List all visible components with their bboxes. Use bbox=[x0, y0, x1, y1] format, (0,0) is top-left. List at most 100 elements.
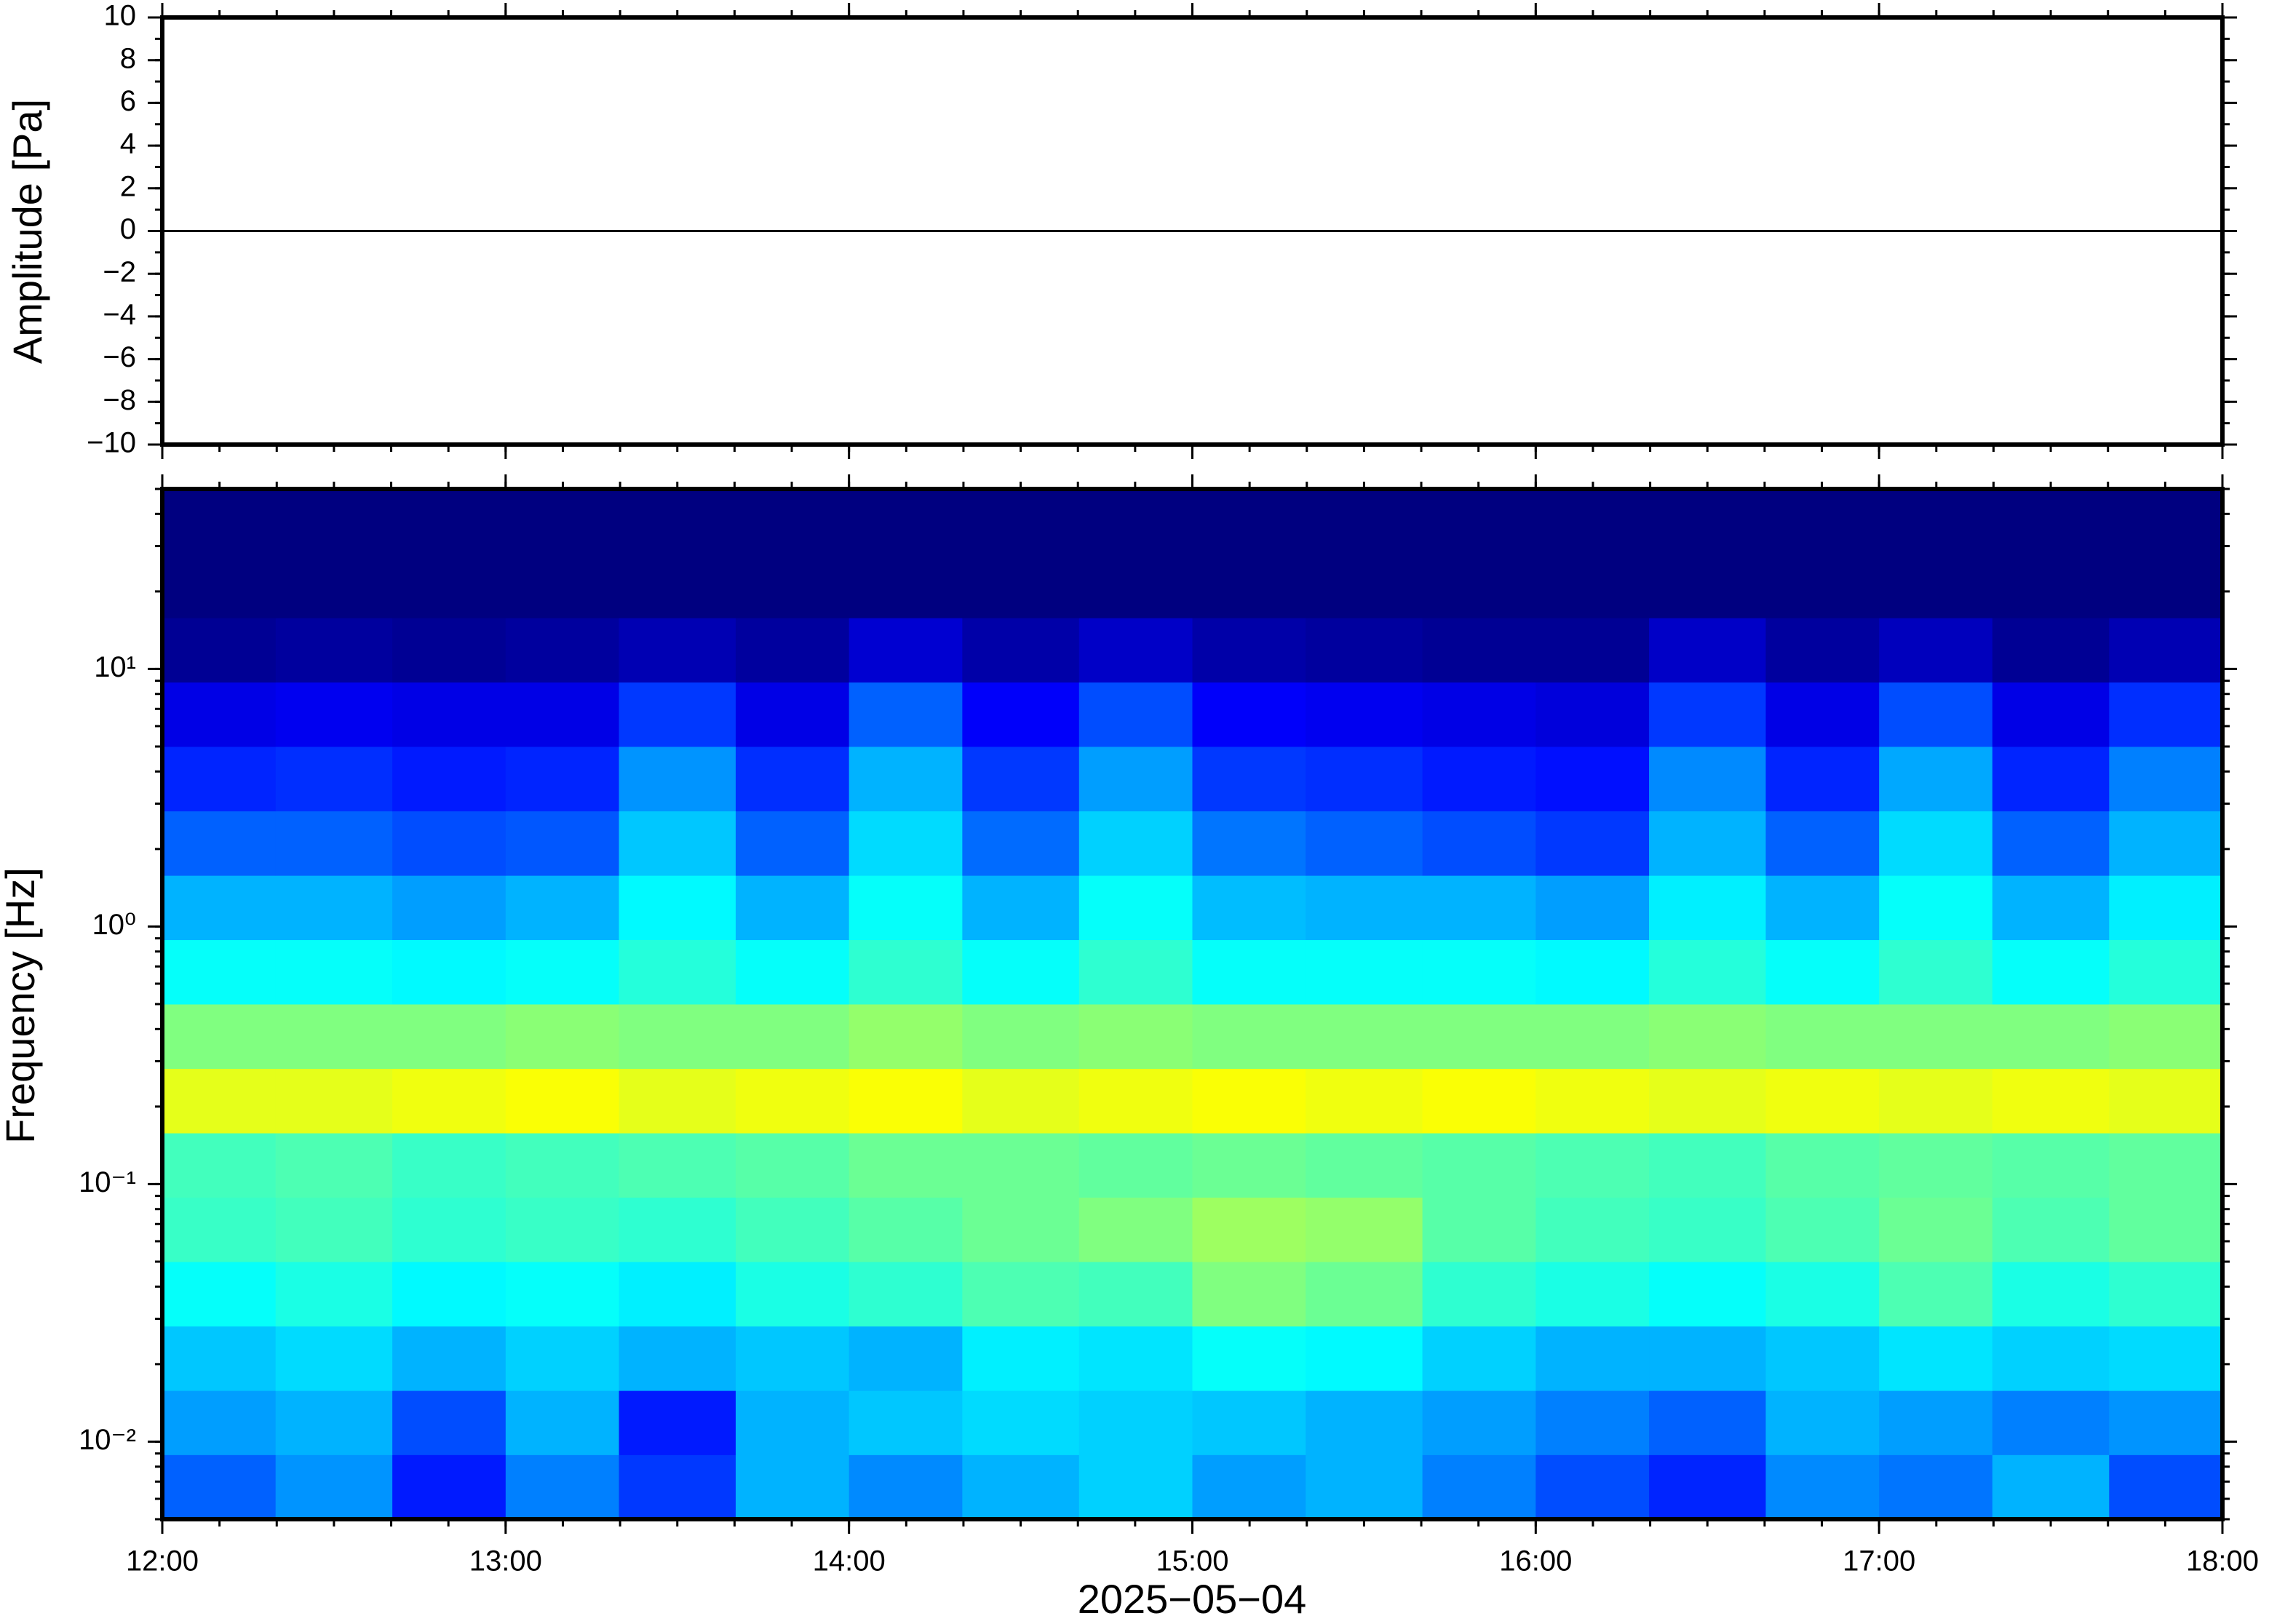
heatmap-cell bbox=[1535, 1326, 1650, 1391]
heatmap-cell bbox=[275, 939, 393, 1005]
heatmap-cell bbox=[392, 1133, 506, 1198]
heatmap-cell bbox=[1765, 1326, 1880, 1391]
heatmap-cell bbox=[2109, 811, 2223, 876]
heatmap-cell bbox=[1078, 811, 1193, 876]
heatmap-cell bbox=[1422, 1133, 1536, 1198]
heatmap-cell bbox=[1192, 1262, 1306, 1327]
y-tick-label: 0 bbox=[120, 213, 136, 245]
heatmap-cell bbox=[505, 747, 620, 812]
heatmap-cell bbox=[1192, 1004, 1306, 1070]
heatmap-cell bbox=[392, 811, 506, 876]
heatmap-cell bbox=[1765, 1262, 1880, 1327]
heatmap-cell bbox=[619, 682, 736, 747]
heatmap-cell bbox=[392, 682, 506, 747]
heatmap-cell bbox=[1649, 875, 1766, 941]
heatmap-cell bbox=[849, 1390, 963, 1455]
heatmap-cell bbox=[1879, 939, 1993, 1005]
heatmap-cell bbox=[2109, 489, 2223, 554]
heatmap-cell bbox=[505, 618, 620, 683]
heatmap-cell bbox=[162, 1262, 277, 1327]
heatmap-cell bbox=[619, 747, 736, 812]
heatmap-cell bbox=[1992, 1390, 2110, 1455]
heatmap-cell bbox=[735, 875, 850, 941]
heatmap-cell bbox=[162, 489, 277, 554]
heatmap-cell bbox=[162, 1197, 277, 1262]
heatmap-cell bbox=[962, 1390, 1080, 1455]
heatmap-cell bbox=[505, 875, 620, 941]
y-tick-label: 10 bbox=[104, 0, 137, 32]
heatmap-cell bbox=[162, 1390, 277, 1455]
heatmap-cell bbox=[1422, 939, 1536, 1005]
heatmap-cell bbox=[505, 489, 620, 554]
heatmap-cell bbox=[735, 1390, 850, 1455]
heatmap-cell bbox=[1192, 1068, 1306, 1134]
heatmap-cell bbox=[619, 939, 736, 1005]
heatmap-cell bbox=[1535, 1133, 1650, 1198]
heatmap-cell bbox=[849, 1262, 963, 1327]
heatmap-cell bbox=[619, 811, 736, 876]
heatmap-cell bbox=[735, 682, 850, 747]
heatmap-cell bbox=[1192, 875, 1306, 941]
heatmap-cell bbox=[849, 1004, 963, 1070]
heatmap-cell bbox=[1535, 1262, 1650, 1327]
heatmap-cell bbox=[735, 1454, 850, 1520]
heatmap-cell bbox=[1649, 1197, 1766, 1262]
heatmap-cell bbox=[1306, 875, 1423, 941]
heatmap-cell bbox=[392, 1326, 506, 1391]
x-tick-label: 15:00 bbox=[1156, 1545, 1228, 1577]
heatmap-cell bbox=[505, 553, 620, 618]
heatmap-cell bbox=[1535, 553, 1650, 618]
heatmap-cell bbox=[275, 489, 393, 554]
heatmap-cell bbox=[1192, 489, 1306, 554]
heatmap-cell bbox=[2109, 1390, 2223, 1455]
x-tick-label: 17:00 bbox=[1843, 1545, 1915, 1577]
heatmap-cell bbox=[1992, 1004, 2110, 1070]
heatmap-cell bbox=[275, 1197, 393, 1262]
heatmap-cell bbox=[1992, 1068, 2110, 1134]
heatmap-cell bbox=[1422, 1068, 1536, 1134]
heatmap-cell bbox=[1765, 1068, 1880, 1134]
heatmap-cell bbox=[505, 1068, 620, 1134]
heatmap-cell bbox=[849, 618, 963, 683]
heatmap-cell bbox=[505, 1390, 620, 1455]
heatmap-cell bbox=[849, 1326, 963, 1391]
heatmap-cell bbox=[962, 875, 1080, 941]
heatmap-cell bbox=[505, 1454, 620, 1520]
heatmap-cell bbox=[1306, 1197, 1423, 1262]
x-axis-label: 2025−05−04 bbox=[1078, 1576, 1307, 1622]
heatmap-cell bbox=[1306, 1390, 1423, 1455]
heatmap-cell bbox=[1765, 939, 1880, 1005]
heatmap-cell bbox=[1535, 811, 1650, 876]
heatmap-cell bbox=[1306, 1454, 1423, 1520]
heatmap-cell bbox=[962, 1068, 1080, 1134]
heatmap-cell bbox=[1078, 1390, 1193, 1455]
heatmap-cell bbox=[1306, 1326, 1423, 1391]
y-tick-label: −2 bbox=[103, 256, 136, 288]
heatmap-cell bbox=[162, 1326, 277, 1391]
heatmap-cell bbox=[1879, 489, 1993, 554]
heatmap-cell bbox=[1422, 1004, 1536, 1070]
heatmap-cell bbox=[1879, 875, 1993, 941]
heatmap-cell bbox=[275, 1068, 393, 1134]
heatmap-cell bbox=[162, 618, 277, 683]
heatmap-cell bbox=[962, 1004, 1080, 1070]
heatmap-cell bbox=[1535, 1004, 1650, 1070]
heatmap-cell bbox=[1765, 811, 1880, 876]
heatmap-cell bbox=[1078, 1262, 1193, 1327]
heatmap-cell bbox=[1879, 553, 1993, 618]
heatmap-cell bbox=[619, 875, 736, 941]
heatmap-cell bbox=[1192, 939, 1306, 1005]
heatmap-cell bbox=[1992, 875, 2110, 941]
heatmap-cell bbox=[735, 1004, 850, 1070]
heatmap-cell bbox=[1649, 1454, 1766, 1520]
y-tick-label: 10⁰ bbox=[92, 909, 136, 941]
heatmap-cell bbox=[1649, 1390, 1766, 1455]
heatmap-cell bbox=[1306, 618, 1423, 683]
heatmap-cell bbox=[735, 618, 850, 683]
heatmap-cell bbox=[2109, 1454, 2223, 1520]
heatmap-cell bbox=[1078, 1197, 1193, 1262]
heatmap-cell bbox=[2109, 1262, 2223, 1327]
heatmap-cell bbox=[1879, 747, 1993, 812]
heatmap-cell bbox=[1765, 553, 1880, 618]
heatmap-cell bbox=[1649, 618, 1766, 683]
